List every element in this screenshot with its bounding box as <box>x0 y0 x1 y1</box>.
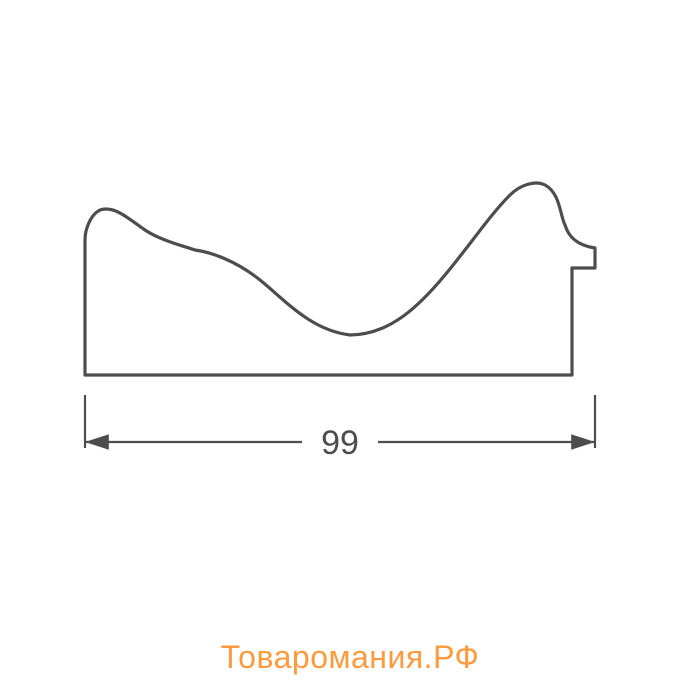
dimension-value: 99 <box>321 424 359 462</box>
profile-svg: 99 <box>0 0 700 700</box>
watermark-text: Товаромания.РФ <box>0 639 700 676</box>
diagram-canvas: 99 Товаромания.РФ <box>0 0 700 700</box>
background <box>0 0 700 700</box>
